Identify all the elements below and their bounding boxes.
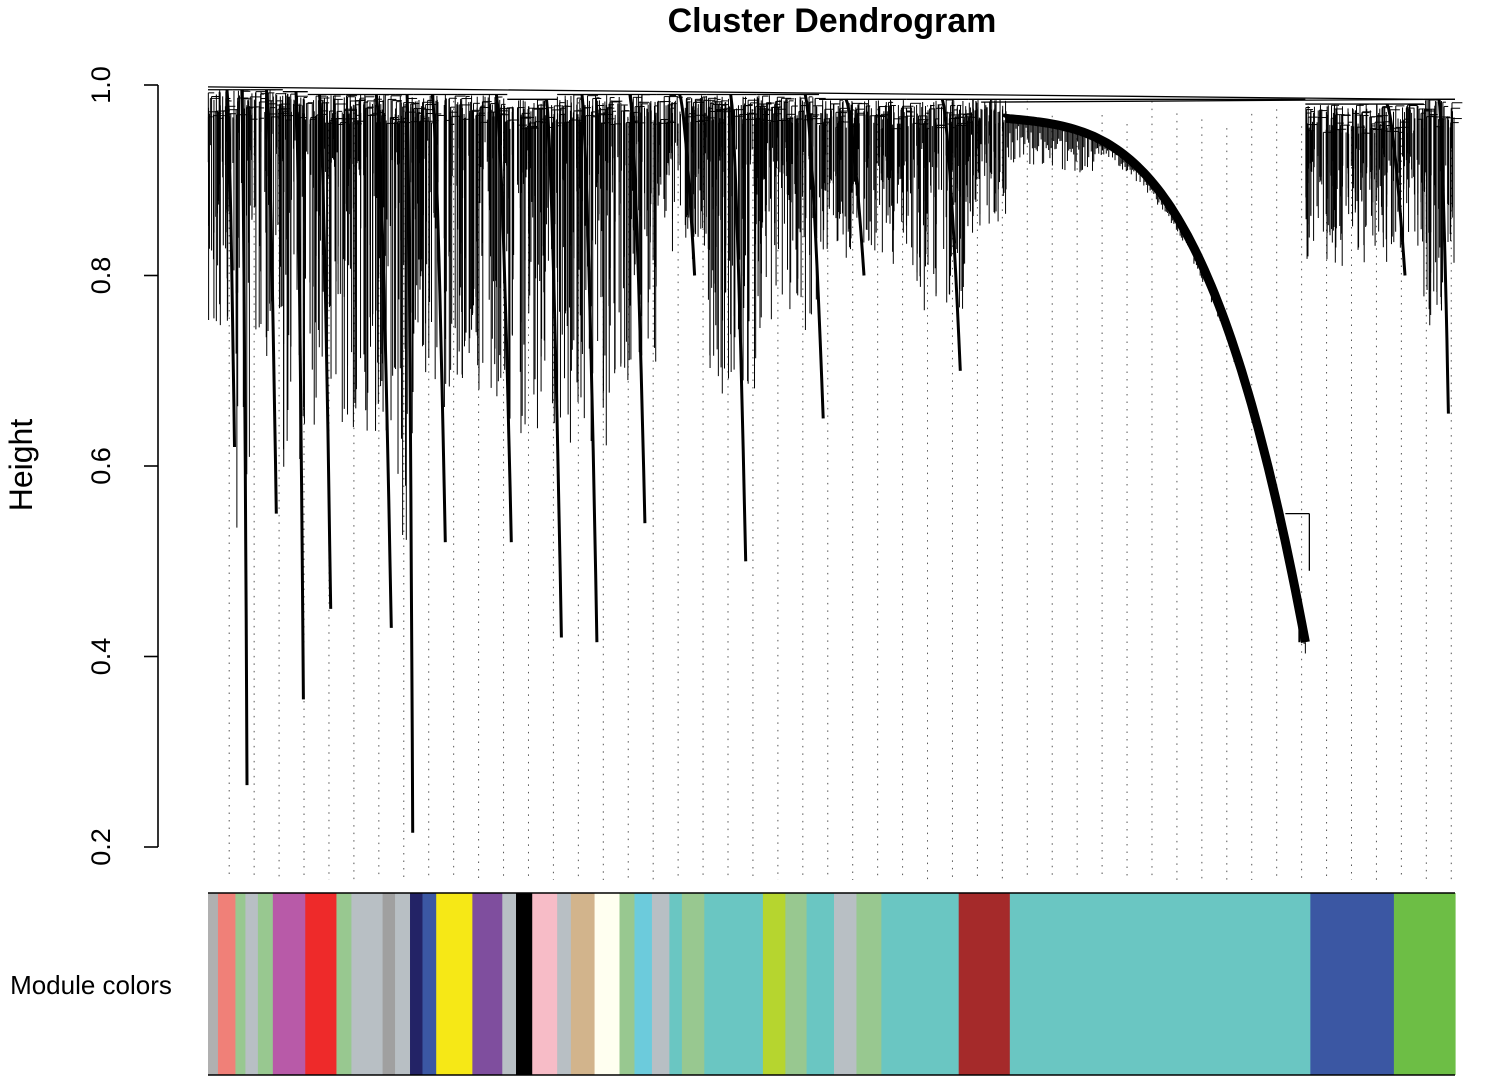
y-tick-label: 0.6: [86, 447, 116, 485]
module-color-segment: [502, 893, 517, 1075]
y-tick-label: 1.0: [86, 66, 116, 104]
module-color-segment: [651, 893, 670, 1075]
dendrogram-branch: [318, 94, 333, 609]
dendrogram-cluster: [905, 98, 977, 371]
module-color-segment: [557, 893, 572, 1075]
module-color-segment: [634, 893, 653, 1075]
dendrogram-branch: [294, 91, 305, 700]
module-color-segment: [516, 893, 533, 1075]
dendrogram-cascade: [1002, 113, 1310, 644]
dendrogram-branch: [628, 94, 647, 524]
module-color-segment: [762, 893, 786, 1075]
dendrogram-cluster: [232, 89, 262, 786]
module-color-segment: [856, 893, 882, 1075]
dendrogram-branch: [580, 94, 599, 643]
module-color-segment: [336, 893, 353, 1075]
chart-title: Cluster Dendrogram: [668, 2, 997, 40]
module-color-segment: [1393, 893, 1456, 1075]
module-color-segment: [669, 893, 683, 1075]
dendrogram-cluster: [394, 93, 420, 833]
dendrogram-branch: [1437, 99, 1450, 414]
y-tick-label: 0.2: [86, 828, 116, 866]
dendrogram-cluster: [656, 93, 716, 276]
root-branch: [981, 98, 1456, 103]
dendrogram-branch: [494, 94, 513, 543]
dendrogram-branch: [430, 94, 447, 543]
dendrogram-cluster: [606, 93, 658, 524]
dendrogram-cluster: [282, 91, 313, 700]
dendrogram-branch: [240, 89, 249, 786]
dendrogram-cluster: [968, 98, 1311, 654]
dendrogram-branch: [803, 94, 825, 419]
dendrogram-branch: [405, 94, 415, 833]
dendrogram-cluster: [413, 93, 466, 543]
module-color-segment: [833, 893, 858, 1075]
dendrogram-tree: [207, 86, 1463, 833]
dendrogram-cluster: [1423, 98, 1463, 414]
module-color-segment: [570, 893, 596, 1075]
module-color-segment: [532, 893, 558, 1075]
module-color-segment: [235, 893, 247, 1075]
module-color-segment: [395, 893, 411, 1075]
module-color-segment: [958, 893, 1011, 1075]
dendrogram-branch: [545, 99, 563, 638]
module-colors-label: Module colors: [10, 970, 172, 1000]
module-color-segment: [806, 893, 835, 1075]
y-tick-label: 0.8: [86, 257, 116, 295]
module-color-segment: [208, 893, 219, 1075]
module-color-segment: [1310, 893, 1395, 1075]
dendrogram-cluster: [307, 93, 355, 609]
module-color-segment: [305, 893, 338, 1075]
module-color-segment: [1009, 893, 1311, 1075]
dendrogram-cluster: [345, 93, 402, 628]
module-color-segment: [910, 893, 960, 1075]
module-color-segment: [351, 893, 384, 1075]
dendrogram-cluster: [706, 93, 767, 562]
dendrogram-branch: [265, 89, 278, 514]
y-tick-label: 0.4: [86, 638, 116, 676]
module-color-segment: [422, 893, 437, 1075]
dendrogram-cluster: [1305, 103, 1427, 276]
dendrogram-cluster: [207, 89, 239, 448]
dendrogram-cluster: [556, 93, 615, 643]
y-axis: 0.2 0.4 0.6 0.8 1.0: [86, 66, 159, 866]
module-color-segment: [245, 893, 259, 1075]
module-color-segment: [881, 893, 911, 1075]
module-color-segment: [594, 893, 621, 1075]
dendrogram-cluster: [249, 89, 291, 514]
dendrogram-branch: [844, 98, 866, 276]
dendrogram-cluster: [507, 98, 563, 638]
module-color-segment: [410, 893, 424, 1075]
dendrogram-branch: [225, 89, 236, 448]
module-color-segment: [382, 893, 396, 1075]
module-color-segment: [704, 893, 764, 1075]
module-color-segment: [472, 893, 503, 1075]
dendrogram-cluster: [818, 98, 915, 276]
dendrogram-cluster: [457, 93, 514, 543]
dendrogram-branch: [678, 94, 697, 276]
dendrogram-branch: [729, 94, 748, 562]
module-color-segment: [785, 893, 808, 1075]
root-branch: [207, 86, 1424, 100]
dendrogram-branch: [1385, 103, 1407, 276]
dendrogram-branch: [940, 98, 962, 371]
module-color-segment: [619, 893, 636, 1075]
module-color-bar: [208, 892, 1456, 1076]
dendrogram-cluster: [756, 93, 826, 419]
module-color-segment: [681, 893, 705, 1075]
module-color-segment: [436, 893, 473, 1075]
module-color-segment: [272, 893, 306, 1075]
dendrogram-branch: [374, 94, 393, 628]
module-color-segment: [257, 893, 274, 1075]
y-axis-label: Height: [3, 419, 39, 512]
module-color-segment: [217, 893, 237, 1075]
